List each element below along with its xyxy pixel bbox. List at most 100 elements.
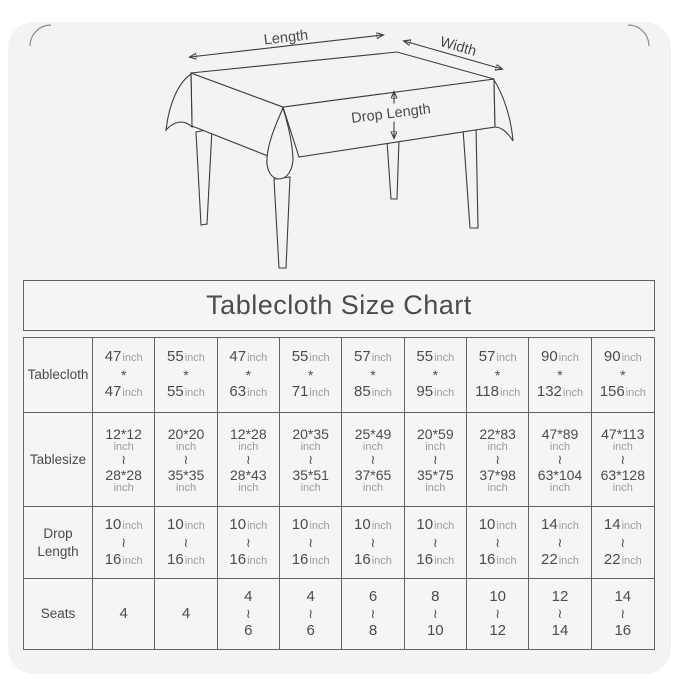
cell-unit: inch (309, 554, 330, 567)
cell-value: 63inch (229, 382, 267, 403)
range-separator: ≀ (557, 451, 563, 467)
cell-value-number: 16 (291, 550, 309, 568)
cell-value-number: 16 (478, 550, 496, 568)
range-separator: ≀ (121, 534, 127, 550)
table-cell: 47inch * 47inch (93, 338, 156, 413)
cell-unit: inch (184, 387, 205, 399)
range-separator: ≀ (495, 451, 501, 467)
cell-unit: inch (238, 481, 259, 494)
cell-value-number: 16 (104, 550, 122, 568)
range-separator: ≀ (432, 534, 438, 550)
cell-value: 6 (244, 622, 253, 639)
cell-unit: inch (496, 352, 517, 364)
cell-unit: inch (612, 440, 633, 453)
cell-value: 4 (181, 605, 191, 622)
cell-unit: inch (184, 519, 205, 532)
cell-unit: inch (309, 519, 330, 532)
cell-value: 16inch (354, 550, 392, 571)
cell-unit: inch (300, 440, 321, 453)
table-cell: 12*28 inch ≀ 28*43 inch (217, 413, 280, 507)
cell-value: 20*35 (292, 425, 329, 442)
cell-value: 95inch (416, 382, 454, 403)
cell-value: 10inch (105, 515, 143, 536)
cell-unit: inch (612, 481, 633, 494)
cell-value: 85inch (354, 382, 392, 403)
cell-unit: inch (558, 554, 579, 567)
cell-value-number: 22 (603, 550, 621, 568)
cell-value: 20*20 (167, 425, 205, 442)
cell-value: 47inch (105, 382, 143, 403)
table-cell: 10 ≀ 12 (467, 579, 530, 649)
cell-unit: inch (558, 352, 579, 364)
cell-value-number: 10 (229, 515, 247, 533)
cell-unit: inch (309, 352, 330, 364)
cell-value: 20*59 (417, 425, 454, 442)
range-separator: ≀ (620, 534, 626, 550)
cell-value-number: 10 (478, 515, 496, 533)
table-cell: 55inch * 55inch (155, 338, 218, 413)
table-cell: 22*83 inch ≀ 37*98 inch (466, 413, 530, 507)
row-header: Tablesize (24, 413, 93, 507)
cell-value: 22*83 (479, 425, 516, 442)
table-cell: 4 (155, 579, 218, 649)
range-separator: ≀ (495, 534, 501, 550)
cell-value: 10inch (479, 515, 517, 536)
cell-unit: inch (300, 481, 321, 494)
table-cell: 20*35 inch ≀ 35*51 inch (279, 413, 343, 507)
range-separator: ≀ (370, 534, 376, 550)
table-cell: 14inch ≀ 22inch (591, 507, 654, 579)
cell-unit: inch (621, 519, 642, 532)
table-cell: 10inch ≀ 16inch (342, 507, 405, 579)
cell-unit: inch (247, 387, 268, 399)
cell-value: 16inch (479, 550, 517, 571)
cell-value: 16inch (229, 550, 267, 571)
times-separator: * (120, 367, 127, 383)
cell-unit: inch (434, 352, 455, 364)
cell-unit: inch (122, 387, 143, 399)
cell-unit: inch (487, 440, 508, 453)
cell-value-number: 10 (104, 515, 122, 533)
cell-unit: inch (247, 519, 268, 532)
cell-value-number: 71 (291, 383, 309, 400)
cell-value: 57inch (479, 347, 517, 368)
table-cell: 4 ≀ 6 (218, 579, 280, 649)
cell-value: 10 (426, 622, 444, 639)
cell-value: 55inch (292, 347, 330, 368)
cell-value: 63*104 (537, 466, 583, 483)
cell-unit: inch (362, 440, 384, 453)
range-separator: ≀ (495, 606, 501, 621)
cell-unit: inch (122, 554, 143, 567)
table-cell: 10inch ≀ 16inch (404, 507, 467, 579)
cell-value-number: 10 (291, 515, 309, 533)
range-separator: ≀ (183, 451, 189, 467)
cell-value: 90inch (541, 347, 579, 368)
range-separator: ≀ (308, 451, 314, 467)
length-arrow (190, 35, 383, 57)
cell-value: 14inch (541, 515, 579, 536)
cell-value-number: 85 (354, 383, 371, 400)
cell-value: 16inch (167, 550, 205, 571)
table-cell: 55inch * 95inch (404, 338, 467, 413)
cell-value-number: 55 (416, 348, 434, 365)
cell-unit: inch (371, 352, 392, 364)
cell-value: 55inch (167, 382, 205, 403)
cell-unit: inch (500, 387, 521, 399)
row-header: Seats (24, 579, 93, 649)
cell-value: 47inch (229, 347, 267, 368)
cell-value-number: 16 (167, 550, 184, 568)
cell-value: 6 (306, 622, 315, 639)
cell-value-number: 10 (167, 515, 184, 533)
cell-value-number: 55 (167, 348, 184, 365)
cell-value: 6 (368, 588, 378, 605)
cell-value-number: 95 (416, 383, 434, 400)
cell-value: 55inch (416, 347, 454, 368)
times-separator: * (370, 367, 376, 383)
cell-value: 14 (551, 622, 569, 639)
cell-value: 14 (614, 588, 632, 605)
range-separator: ≀ (308, 606, 314, 621)
corner-arc-left (29, 24, 52, 47)
cell-value-number: 47 (104, 383, 122, 400)
table-cell: 47*113 inch ≀ 63*128 inch (591, 413, 654, 507)
cell-unit: inch (175, 481, 197, 494)
cell-value: 4 (306, 588, 315, 605)
